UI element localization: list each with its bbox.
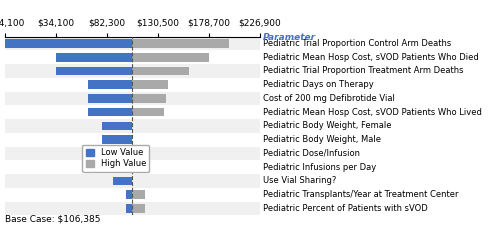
Bar — [5, 202, 260, 215]
Bar — [5, 105, 260, 119]
Bar — [102, 122, 132, 130]
Bar — [5, 39, 132, 48]
Title: Incremental Total Cost, Pediatric Center: Incremental Total Cost, Pediatric Center — [15, 0, 250, 2]
Bar — [126, 204, 132, 213]
Text: Pediatric Trial Proportion Treatment Arm Deaths: Pediatric Trial Proportion Treatment Arm… — [263, 66, 464, 76]
Text: Pediatric Mean Hosp Cost, sVOD Patients Who Lived: Pediatric Mean Hosp Cost, sVOD Patients … — [263, 108, 482, 117]
Text: Use Vial Sharing?: Use Vial Sharing? — [263, 176, 336, 185]
Bar — [132, 80, 168, 89]
Text: Cost of 200 mg Defibrotide Vial: Cost of 200 mg Defibrotide Vial — [263, 94, 395, 103]
Legend: Low Value, High Value: Low Value, High Value — [82, 145, 150, 172]
Bar — [88, 108, 132, 117]
Bar — [5, 160, 260, 174]
Bar — [126, 190, 132, 199]
Bar — [5, 50, 260, 64]
Text: Pediatric Dose/Infusion: Pediatric Dose/Infusion — [263, 149, 360, 158]
Bar — [132, 67, 189, 75]
Bar — [102, 135, 132, 144]
Text: Pediatric Mean Hosp Cost, sVOD Patients Who Died: Pediatric Mean Hosp Cost, sVOD Patients … — [263, 53, 479, 62]
Text: Base Case: $106,385: Base Case: $106,385 — [5, 214, 100, 223]
Bar — [102, 149, 132, 158]
Bar — [5, 78, 260, 92]
Text: Pediatric Days on Therapy: Pediatric Days on Therapy — [263, 80, 374, 89]
Bar — [5, 64, 260, 78]
Text: Pediatric Body Weight, Female: Pediatric Body Weight, Female — [263, 121, 392, 131]
Bar — [132, 190, 145, 199]
Bar — [132, 204, 145, 213]
Bar — [5, 133, 260, 147]
Bar — [132, 39, 230, 48]
Text: Parameter: Parameter — [263, 33, 316, 42]
Bar — [132, 53, 209, 62]
Bar — [88, 94, 132, 103]
Bar — [5, 174, 260, 188]
Bar — [113, 177, 132, 185]
Bar — [102, 163, 132, 172]
Bar — [132, 108, 164, 117]
Bar — [5, 188, 260, 202]
Text: Pediatric Trial Proportion Control Arm Deaths: Pediatric Trial Proportion Control Arm D… — [263, 39, 452, 48]
Bar — [5, 92, 260, 105]
Bar — [5, 147, 260, 160]
Text: Pediatric Infusions per Day: Pediatric Infusions per Day — [263, 163, 376, 172]
Bar — [56, 67, 132, 75]
Bar — [5, 37, 260, 50]
Text: Pediatric Transplants/Year at Treatment Center: Pediatric Transplants/Year at Treatment … — [263, 190, 458, 199]
Bar — [132, 94, 166, 103]
Bar — [5, 119, 260, 133]
Bar — [88, 80, 132, 89]
Text: Pediatric Percent of Patients with sVOD: Pediatric Percent of Patients with sVOD — [263, 204, 428, 213]
Text: Pediatric Body Weight, Male: Pediatric Body Weight, Male — [263, 135, 381, 144]
Bar — [56, 53, 132, 62]
